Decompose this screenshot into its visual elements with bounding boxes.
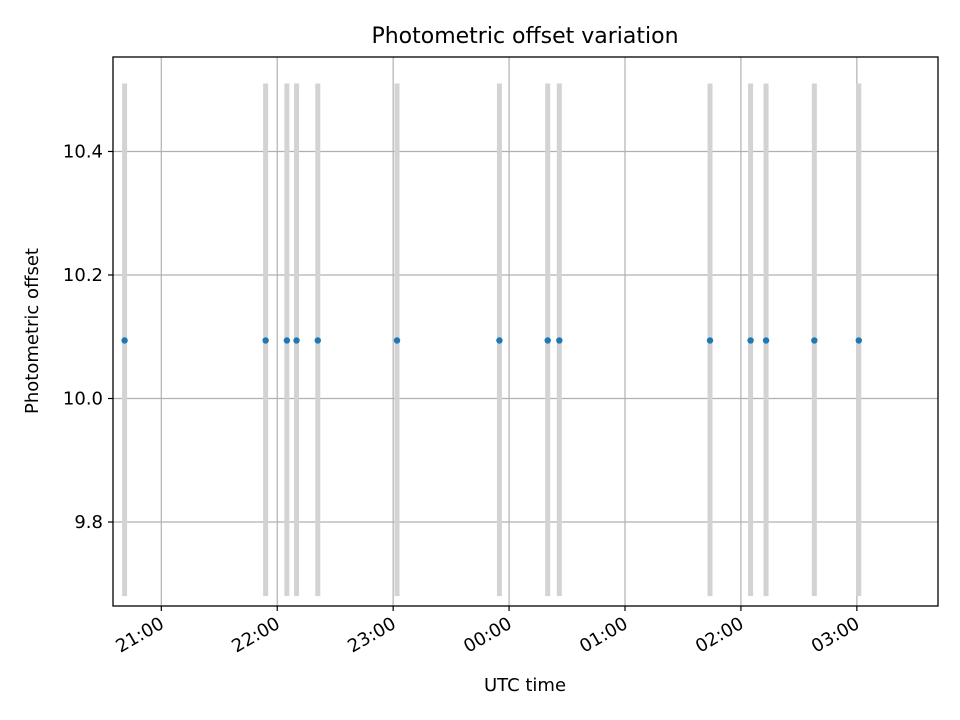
data-point [496, 337, 503, 344]
chart-title: Photometric offset variation [371, 24, 678, 49]
y-axis-ticks: 9.8 10.0 10.2 10.4 [63, 141, 113, 533]
data-point [706, 337, 714, 344]
data-point [747, 337, 754, 344]
data-point [556, 337, 563, 344]
data-points [121, 337, 862, 344]
data-point [121, 337, 128, 344]
grid [113, 57, 938, 606]
data-point [293, 337, 300, 344]
plot-area-frame [112, 56, 939, 607]
y-axis-label: Photometric offset [22, 248, 43, 414]
data-point [283, 337, 291, 344]
y-tick-label: 10.0 [63, 389, 103, 410]
data-point [544, 337, 551, 344]
data-point [393, 337, 401, 344]
data-point [762, 337, 770, 344]
x-axis-label: UTC time [484, 675, 566, 696]
y-tick-label: 9.8 [74, 512, 103, 533]
y-tick-label: 10.2 [63, 265, 103, 286]
y-tick-label: 10.4 [63, 141, 103, 162]
data-point [262, 337, 269, 344]
data-point [855, 337, 862, 344]
data-point [811, 337, 818, 344]
data-point [314, 337, 322, 344]
